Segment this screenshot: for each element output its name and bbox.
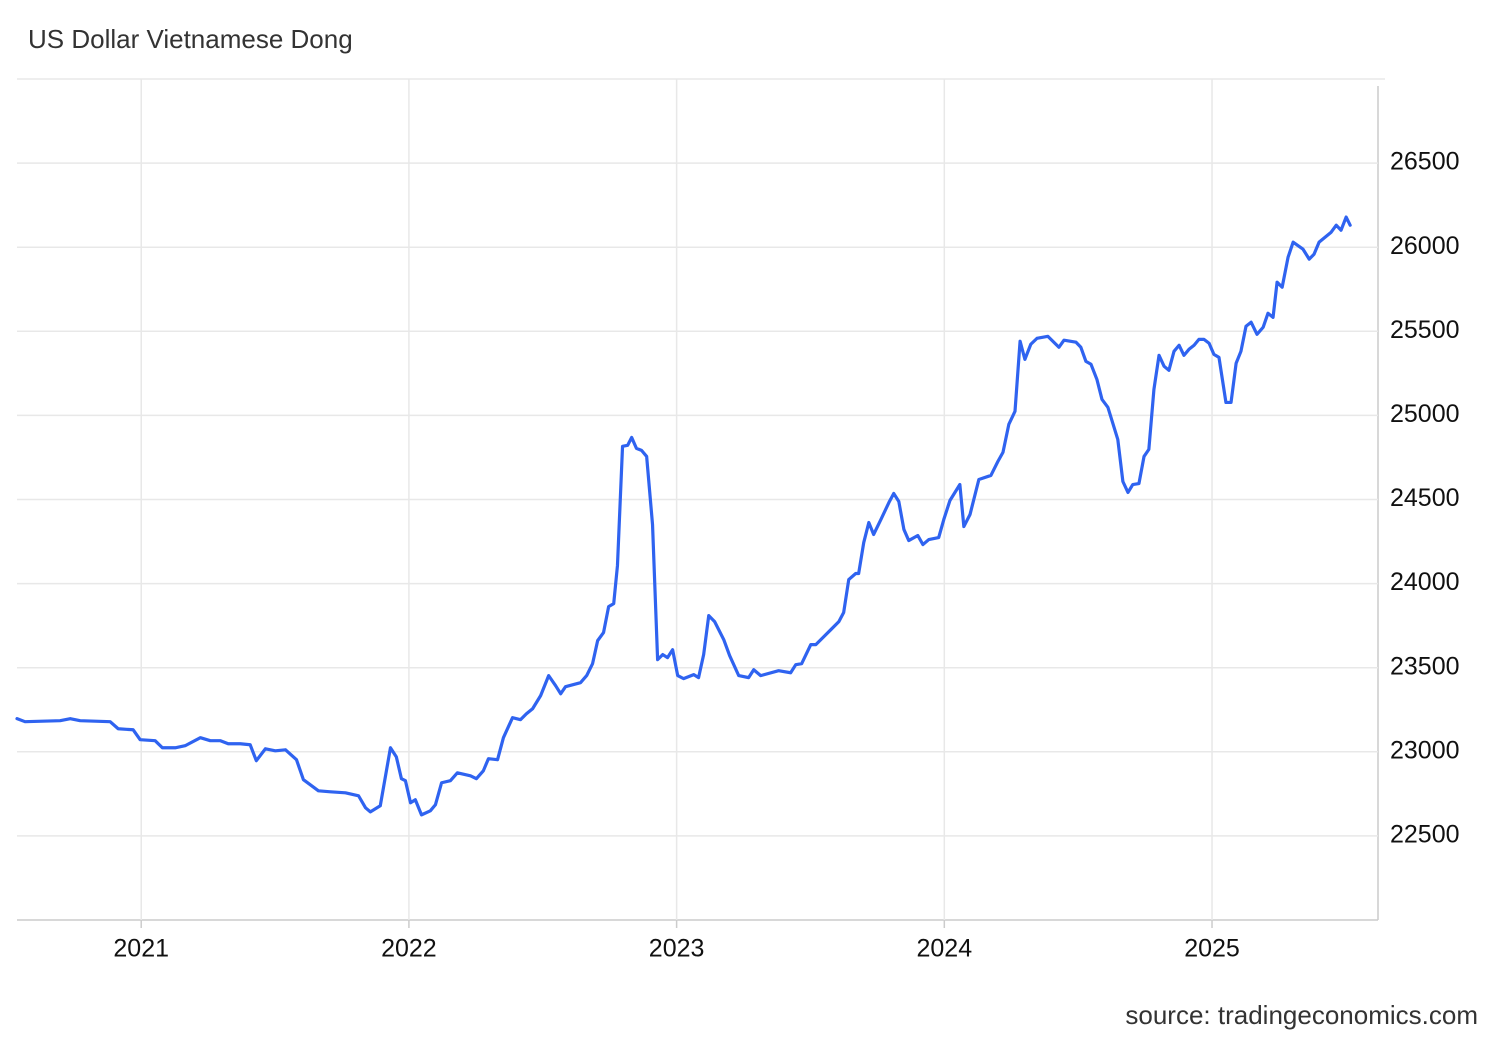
y-tick-label: 22500 <box>1390 821 1460 849</box>
y-tick-label: 24500 <box>1390 484 1460 512</box>
chart-title: US Dollar Vietnamese Dong <box>28 24 353 54</box>
x-tick-label: 2024 <box>917 935 973 963</box>
y-tick-label: 26000 <box>1390 232 1460 260</box>
data-line <box>15 215 1352 817</box>
y-tick-label: 25500 <box>1390 316 1460 344</box>
y-tick-label: 25000 <box>1390 400 1460 428</box>
x-tick-label: 2025 <box>1184 935 1240 963</box>
y-tick-label: 24000 <box>1390 568 1460 596</box>
y-tick-label: 23500 <box>1390 652 1460 680</box>
x-tick-label: 2022 <box>381 935 437 963</box>
source: source: tradingeconomics.com <box>1125 1000 1478 1030</box>
y-tick-label: 23000 <box>1390 736 1460 764</box>
x-tick-label: 2023 <box>649 935 705 963</box>
x-tick-label: 2021 <box>113 935 169 963</box>
y-tick-label: 26500 <box>1390 148 1460 176</box>
